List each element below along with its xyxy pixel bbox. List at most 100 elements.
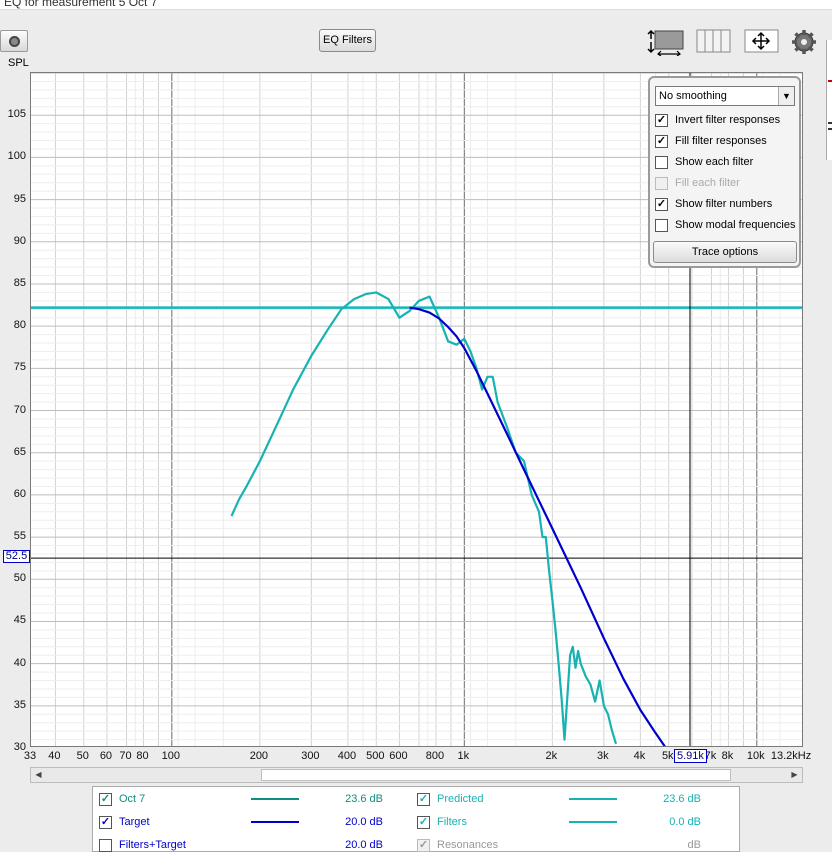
y-tick-label: 75 [13, 361, 26, 374]
y-tick-label: 80 [13, 319, 26, 332]
x-tick-label: 800 [425, 750, 445, 762]
y-tick-label: 40 [13, 656, 26, 669]
x-tick-label: 7k [704, 750, 717, 762]
x-tick-label: 60 [99, 750, 113, 762]
x-tick-label: 13.2kHz [770, 750, 812, 762]
scroll-right-icon[interactable]: ▶ [791, 770, 798, 779]
x-tick-label: 200 [249, 750, 269, 762]
panel-option-show-modal-frequencies[interactable]: Show modal frequencies [655, 218, 795, 234]
x-tick-label: 400 [337, 750, 357, 762]
x-tick-label: 8k [721, 750, 734, 762]
window-title-bar: EQ for measurement 5 Oct 7 [0, 0, 832, 10]
checkbox-icon [655, 176, 668, 190]
trace-legend: ✓ Oct 7 23.6 dB ✓ Predicted 23.6 dB ✓ Target 20.… [92, 786, 740, 852]
y-tick-label: 50 [13, 572, 26, 585]
checkbox-icon[interactable] [655, 218, 668, 232]
panel-option-label: Fill filter responses [675, 135, 767, 147]
y-tick-label: 105 [7, 108, 26, 121]
legend-value: 23.6 dB [345, 793, 383, 805]
camera-icon [9, 36, 20, 47]
gear-icon[interactable] [791, 28, 817, 56]
x-tick-label: 3k [597, 750, 609, 762]
target-trace [409, 306, 666, 746]
x-tick-label: 300 [301, 750, 320, 762]
checkbox-icon[interactable] [655, 155, 668, 169]
trace-options-button[interactable]: Trace options [653, 241, 797, 263]
x-tick-label: 70 [119, 750, 132, 762]
eq-filters-button[interactable]: EQ Filters [319, 29, 376, 52]
checkbox-checked-icon[interactable]: ✓ [99, 815, 112, 829]
chevron-down-icon[interactable]: ▼ [778, 87, 794, 105]
legend-label: Target [119, 816, 150, 828]
legend-item-oct-7[interactable]: ✓ Oct 7 [99, 791, 145, 807]
x-tick-label: 50 [76, 750, 89, 762]
y-tick-label: 90 [13, 234, 26, 247]
move-arrows-icon[interactable] [744, 28, 780, 56]
checkbox-checked-icon[interactable]: ✓ [417, 815, 430, 829]
y-tick-label: 55 [13, 530, 26, 543]
y-axis-unit-label: SPL [8, 57, 29, 69]
x-axis: 33 40 50 60 70 80 100 200 300 400 500 600 800 1k 2k 3k 4… [24, 748, 820, 764]
checkbox-checked-icon[interactable]: ✓ [417, 792, 430, 806]
checkbox-checked-icon[interactable]: ✓ [655, 113, 668, 127]
panel-option-label: Show modal frequencies [675, 219, 796, 231]
panel-option-fill-filter-responses[interactable]: ✓ Fill filter responses [655, 134, 767, 150]
legend-value: 0.0 dB [669, 816, 701, 828]
y-tick-label: 65 [13, 445, 26, 458]
legend-color-swatch [251, 821, 299, 823]
legend-color-swatch [569, 821, 617, 823]
cursor-y-readout: 52.5 [3, 550, 30, 564]
x-tick-label: 500 [366, 750, 385, 762]
panel-option-show-each-filter[interactable]: Show each filter [655, 155, 753, 171]
y-tick-label: 35 [13, 698, 26, 711]
x-tick-label: 600 [389, 750, 408, 762]
column-layout-icon[interactable] [696, 28, 732, 56]
panel-option-fill-each-filter: Fill each filter [655, 176, 740, 192]
legend-value: 23.6 dB [663, 793, 701, 805]
checkbox-checked-icon: ✓ [417, 838, 430, 852]
legend-label: Oct 7 [119, 793, 146, 805]
smoothing-select[interactable]: No smoothing ▼ [655, 86, 795, 106]
measurement-trace [230, 291, 618, 745]
x-tick-label: 4k [633, 750, 646, 762]
checkbox-checked-icon[interactable]: ✓ [655, 197, 668, 211]
smoothing-value: No smoothing [659, 90, 727, 102]
x-tick-label: 40 [48, 750, 61, 762]
legend-color-swatch [569, 798, 617, 800]
x-tick-label: 1k [457, 750, 470, 762]
toolbar: EQ Filters SPL [0, 12, 826, 72]
legend-item-filters[interactable]: ✓ Filters [417, 814, 467, 830]
y-axis: 30 35 40 45 50 55 60 65 70 75 80 85 90 95 100 105 [0, 72, 30, 753]
checkbox-checked-icon[interactable]: ✓ [655, 134, 668, 148]
scroll-left-icon[interactable]: ◀ [35, 770, 42, 779]
y-tick-label: 100 [7, 150, 26, 163]
adjacent-window-edge [826, 40, 832, 160]
panel-option-invert-filter-responses[interactable]: ✓ Invert filter responses [655, 113, 780, 129]
panel-option-show-filter-numbers[interactable]: ✓ Show filter numbers [655, 197, 772, 213]
x-tick-label: 5k [661, 750, 674, 762]
y-tick-label: 70 [13, 403, 26, 416]
checkbox-checked-icon[interactable]: ✓ [99, 792, 112, 806]
x-tick-label: 33 [23, 750, 37, 762]
cursor-x-readout: 5.91k [673, 749, 707, 763]
graph-options-panel: No smoothing ▼ ✓ Invert filter responses ✓… [648, 76, 801, 268]
checkbox-icon[interactable] [99, 838, 112, 852]
legend-label: Filters+Target [119, 839, 186, 851]
legend-value: dB [687, 839, 701, 851]
x-tick-label: 80 [136, 750, 149, 762]
legend-item-resonances: ✓ Resonances [417, 837, 498, 852]
x-tick-label: 2k [545, 750, 558, 762]
graph-size-icon[interactable] [646, 28, 686, 56]
legend-label: Filters [437, 816, 467, 828]
legend-item-target[interactable]: ✓ Target [99, 814, 150, 830]
camera-button[interactable] [0, 30, 28, 52]
legend-label: Resonances [437, 839, 499, 851]
horizontal-scrollbar[interactable]: ◀ ▶ [30, 767, 803, 783]
legend-item-predicted[interactable]: ✓ Predicted [417, 791, 483, 807]
panel-option-label: Show each filter [675, 156, 754, 168]
y-tick-label: 30 [13, 741, 26, 753]
legend-item-filters-target[interactable]: Filters+Target [99, 837, 186, 852]
panel-option-label: Show filter numbers [675, 198, 773, 210]
legend-value: 20.0 dB [345, 839, 383, 851]
scrollbar-thumb[interactable] [261, 769, 731, 781]
